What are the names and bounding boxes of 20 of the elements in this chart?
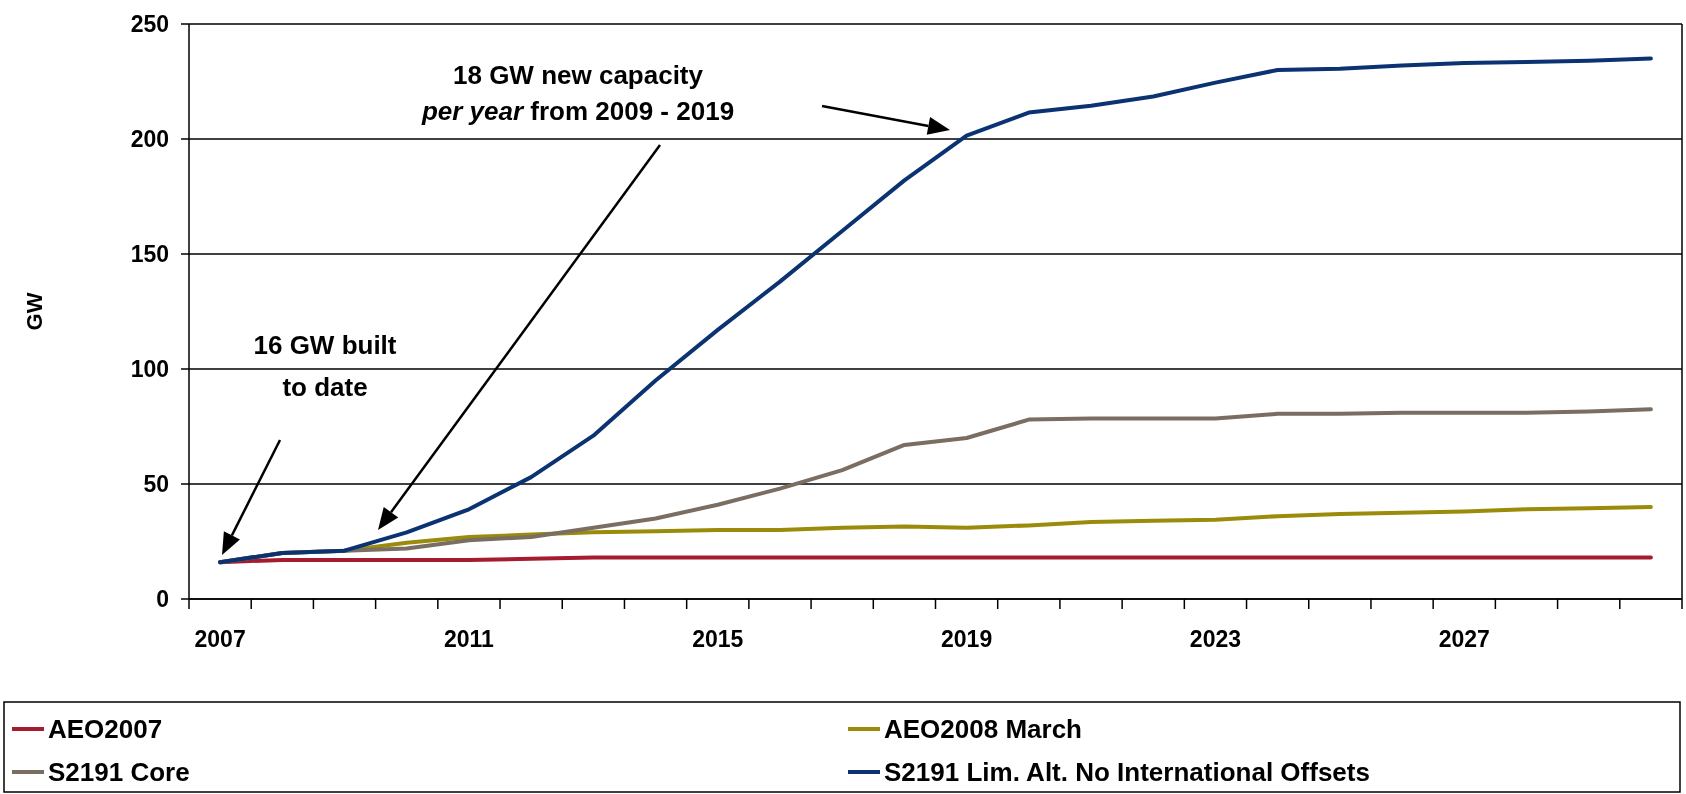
x-tick-label: 2023 [1189,626,1242,652]
y-tick-label: 150 [130,241,169,268]
x-tick-label: 2007 [194,626,246,652]
y-tick-label: 100 [130,356,169,383]
y-tick-label: 250 [130,11,169,38]
y-tick-label: 200 [130,126,169,153]
x-tick-label: 2019 [941,626,993,652]
y-tick-label: 50 [143,471,169,498]
legend-label: AEO2007 [48,714,163,745]
legend-label: S2191 Core [48,757,190,788]
y-tick-label: 0 [156,586,169,613]
x-tick-label: 2011 [443,626,495,652]
annotation: 16 GW built to date [253,330,397,402]
annotation: 18 GW new capacity per year from 2009 - 2019 [420,60,735,126]
y-axis-title: GW [22,292,47,331]
legend-label: AEO2008 March [884,714,1082,745]
x-tick-label: 2015 [692,626,744,652]
x-tick-label: 2027 [1438,626,1490,652]
line-series [218,56,1653,565]
legend-label: S2191 Lim. Alt. No International Offsets [884,757,1370,788]
